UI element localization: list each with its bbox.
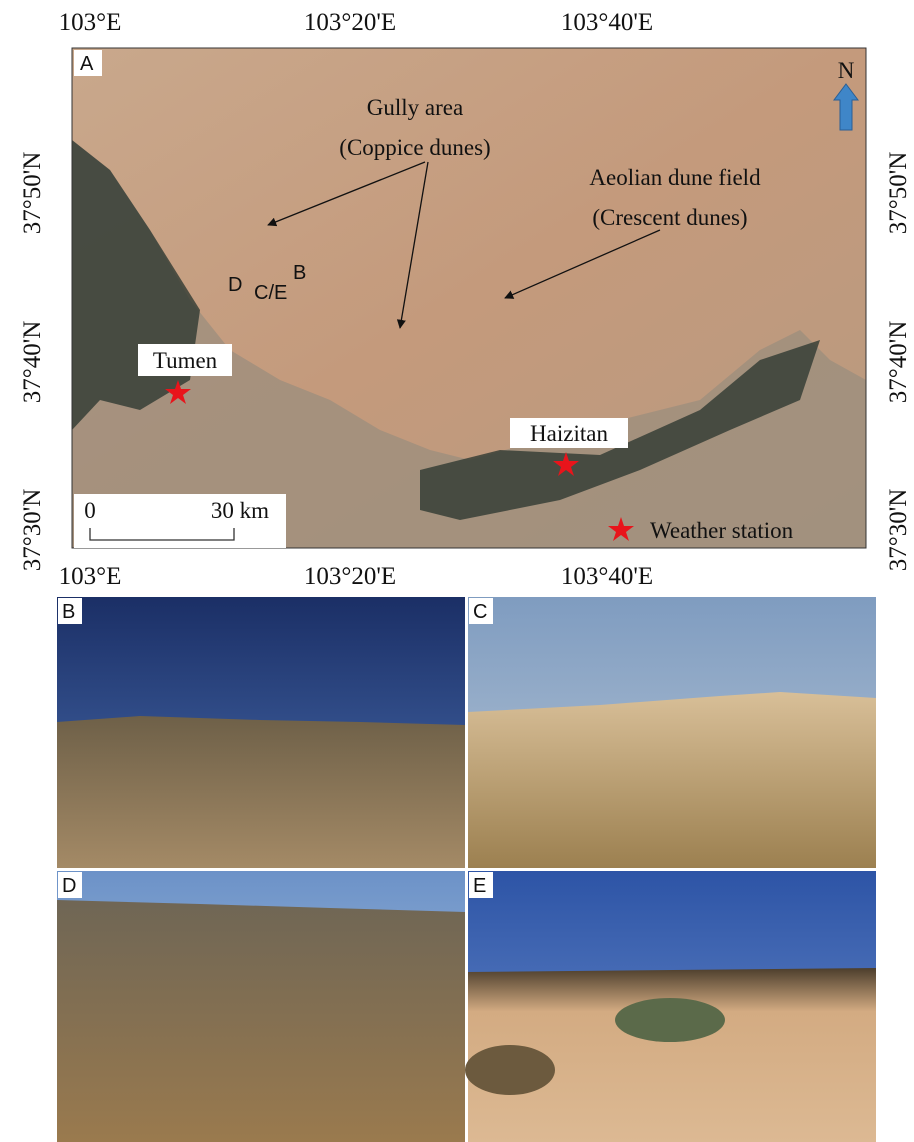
annotation: Aeolian dune field <box>589 165 761 190</box>
photo-ground <box>57 716 465 868</box>
lat-label: 37°50'N <box>885 152 912 235</box>
scale-label: 0 <box>84 498 96 523</box>
photo-b: B <box>57 597 465 868</box>
panel-label: B <box>62 601 75 623</box>
site-label: D <box>228 274 242 296</box>
lon-label: 103°E <box>59 9 122 36</box>
annotation: (Crescent dunes) <box>592 205 747 230</box>
lat-label: 37°30'N <box>19 489 46 572</box>
panel-label: A <box>80 53 94 75</box>
photo-d: D <box>57 871 465 1142</box>
site-label: C/E <box>254 282 287 304</box>
photo-ground <box>468 692 876 868</box>
site-label: B <box>293 262 306 284</box>
shrub <box>615 998 725 1042</box>
panel-label: E <box>473 875 486 897</box>
photo-c: C <box>468 597 876 868</box>
annotation: Gully area <box>367 95 463 120</box>
figure: A 103°E 103°20'E 103°40'E 103°E 103°20'E… <box>0 0 914 1142</box>
photo-ground <box>57 900 465 1142</box>
north-label: N <box>838 58 855 83</box>
panel-label: C <box>473 601 487 623</box>
lon-label: 103°E <box>59 563 122 590</box>
lon-label: 103°40'E <box>561 9 653 36</box>
lon-label: 103°40'E <box>561 563 653 590</box>
place-label: Weather station <box>650 518 794 543</box>
lat-label: 37°40'N <box>885 321 912 404</box>
annotation: (Coppice dunes) <box>339 135 490 160</box>
lat-label: 37°50'N <box>19 152 46 235</box>
shrub <box>465 1045 555 1095</box>
panel-label: D <box>62 875 76 897</box>
scale-label: 30 km <box>211 498 269 523</box>
place-label: Tumen <box>153 348 218 373</box>
lat-label: 37°40'N <box>19 321 46 404</box>
lon-label: 103°20'E <box>304 9 396 36</box>
map-panel: A 103°E 103°20'E 103°40'E 103°E 103°20'E… <box>19 9 912 590</box>
lat-label: 37°30'N <box>885 489 912 572</box>
photo-e: E <box>465 871 876 1142</box>
place-label: Haizitan <box>530 421 608 446</box>
lon-label: 103°20'E <box>304 563 396 590</box>
